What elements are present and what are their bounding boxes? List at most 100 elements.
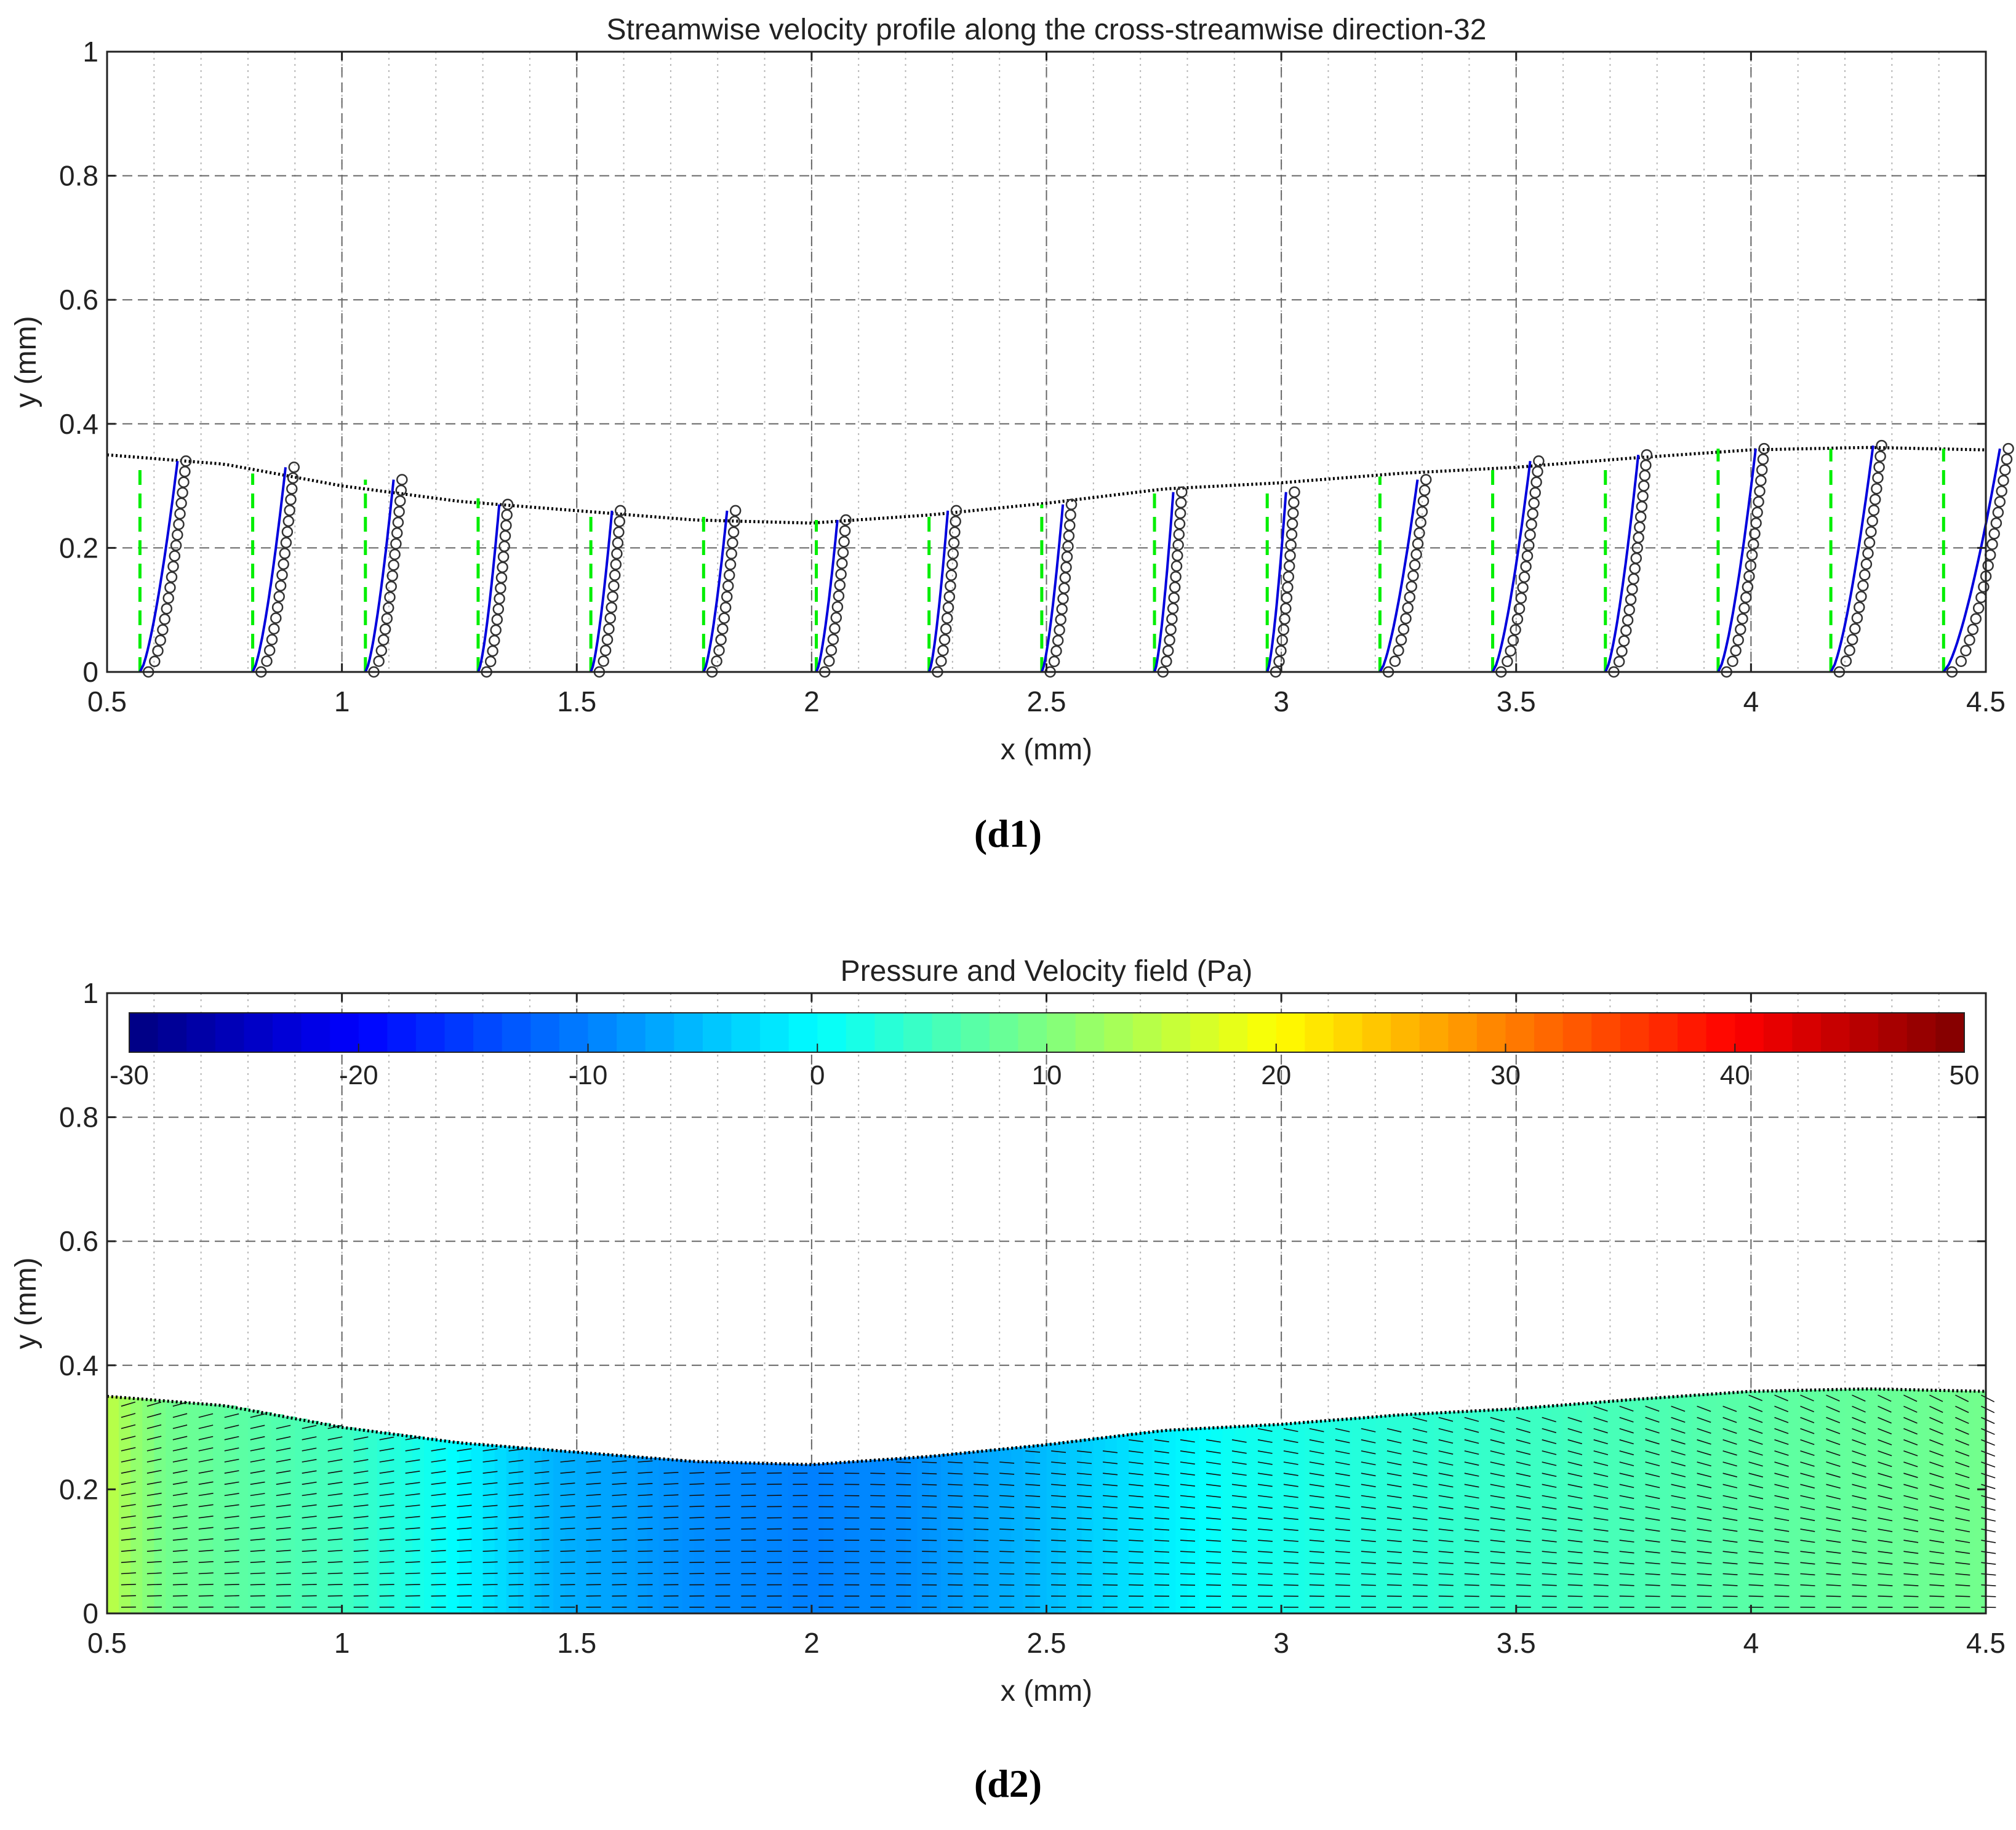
velocity-arrow <box>1826 1472 1841 1478</box>
velocity-arrow <box>1412 1528 1428 1532</box>
velocity-arrow <box>1361 1573 1376 1575</box>
velocity-data-point <box>1634 521 1646 533</box>
velocity-data-point <box>1279 613 1290 625</box>
velocity-arrow <box>1645 1495 1660 1500</box>
wall-profile-line <box>106 446 1986 525</box>
velocity-arrow <box>198 1538 214 1541</box>
velocity-arrow <box>1051 1562 1066 1564</box>
velocity-arrow <box>1697 1428 1711 1434</box>
pressure-field-cell <box>1516 1407 1529 1613</box>
velocity-arrow <box>1490 1484 1505 1488</box>
velocity-arrow <box>1231 1551 1247 1553</box>
velocity-data-point <box>942 601 954 613</box>
velocity-arrow <box>379 1436 394 1440</box>
velocity-arrow <box>1542 1562 1557 1565</box>
velocity-arrow <box>922 1540 937 1541</box>
velocity-arrow <box>1490 1450 1505 1455</box>
velocity-arrow <box>1464 1495 1479 1499</box>
velocity-data-point <box>1162 645 1174 657</box>
velocity-arrow <box>1231 1540 1247 1542</box>
velocity-data-point <box>1409 559 1421 571</box>
velocity-arrow <box>1361 1495 1376 1498</box>
velocity-arrow <box>1619 1506 1634 1510</box>
velocity-arrow <box>1671 1439 1686 1445</box>
velocity-arrow <box>1955 1596 1970 1597</box>
velocity-arrow <box>1748 1495 1764 1500</box>
velocity-arrow <box>1593 1472 1609 1477</box>
velocity-data-point <box>154 634 166 646</box>
velocity-data-point <box>273 591 285 602</box>
pressure-field-cell <box>224 1405 237 1613</box>
velocity-arrow <box>1645 1428 1660 1434</box>
velocity-data-point <box>827 633 839 645</box>
velocity-arrow <box>1722 1450 1737 1456</box>
velocity-arrow <box>1748 1461 1763 1467</box>
velocity-arrow <box>1438 1506 1454 1509</box>
y-tick-label-d2: 0.8 <box>59 1101 98 1133</box>
velocity-arrow <box>1257 1573 1273 1575</box>
velocity-arrow <box>146 1424 162 1429</box>
velocity-arrow <box>1981 1562 1996 1565</box>
velocity-data-point <box>1176 486 1188 498</box>
velocity-arrow <box>1464 1584 1479 1586</box>
velocity-arrow <box>1283 1439 1298 1444</box>
velocity-arrow <box>1490 1461 1505 1466</box>
x-tick-label-d1: 3.5 <box>1497 685 1536 717</box>
velocity-data-point <box>379 623 391 635</box>
velocity-arrow <box>1051 1551 1066 1552</box>
pressure-field-cell <box>1798 1390 1810 1613</box>
pressure-field-cell <box>1974 1391 1986 1613</box>
velocity-arrow <box>121 1492 136 1496</box>
velocity-arrow <box>198 1436 214 1440</box>
velocity-data-point <box>1507 634 1519 646</box>
velocity-arrow <box>431 1538 446 1541</box>
velocity-arrow <box>172 1583 188 1586</box>
velocity-arrow <box>1464 1596 1479 1597</box>
velocity-arrow <box>224 1561 239 1564</box>
pressure-field-cell <box>964 1452 977 1613</box>
velocity-data-point <box>1639 469 1651 482</box>
velocity-data-point <box>1515 592 1527 604</box>
velocity-data-point <box>276 569 288 581</box>
velocity-arrow <box>1438 1540 1454 1543</box>
velocity-arrow <box>276 1504 291 1508</box>
velocity-data-point <box>943 591 956 602</box>
velocity-data-point <box>375 645 388 657</box>
velocity-arrow <box>1309 1439 1324 1444</box>
velocity-arrow <box>1283 1540 1298 1542</box>
pressure-field-cell <box>471 1444 484 1613</box>
velocity-arrow <box>1826 1562 1841 1565</box>
velocity-arrow <box>1981 1495 1996 1500</box>
velocity-data-point <box>177 487 188 498</box>
velocity-arrow <box>586 1460 601 1463</box>
velocity-data-point <box>834 579 846 591</box>
velocity-arrow <box>1722 1562 1738 1565</box>
colorbar-tick-label: 50 <box>1950 1060 1980 1090</box>
velocity-arrow <box>1542 1596 1557 1597</box>
velocity-profile-line <box>1153 492 1175 673</box>
velocity-data-point <box>1876 439 1887 452</box>
velocity-arrow <box>1283 1472 1298 1476</box>
velocity-data-point <box>823 655 835 667</box>
velocity-arrow <box>1748 1517 1764 1521</box>
velocity-arrow <box>1542 1472 1557 1477</box>
colorbar-segment <box>645 1013 675 1052</box>
velocity-arrow <box>1929 1517 1945 1522</box>
pressure-field-cell <box>1727 1392 1740 1613</box>
velocity-arrow <box>250 1516 265 1519</box>
velocity-arrow <box>896 1484 911 1485</box>
velocity-arrow <box>1542 1517 1557 1521</box>
velocity-data-point <box>1523 540 1535 551</box>
velocity-data-point <box>1964 634 1975 646</box>
velocity-arrow <box>1180 1472 1195 1476</box>
velocity-arrow <box>1361 1461 1376 1466</box>
velocity-arrow <box>1671 1428 1686 1434</box>
velocity-arrow <box>121 1481 136 1485</box>
velocity-data-point <box>489 634 500 647</box>
colorbar-segment <box>588 1013 618 1052</box>
velocity-arrow <box>612 1482 627 1485</box>
velocity-data-point <box>727 537 738 549</box>
velocity-arrow <box>1800 1506 1815 1511</box>
caption-d2: (d2) <box>974 1762 1042 1805</box>
colorbar-segment <box>702 1013 732 1052</box>
